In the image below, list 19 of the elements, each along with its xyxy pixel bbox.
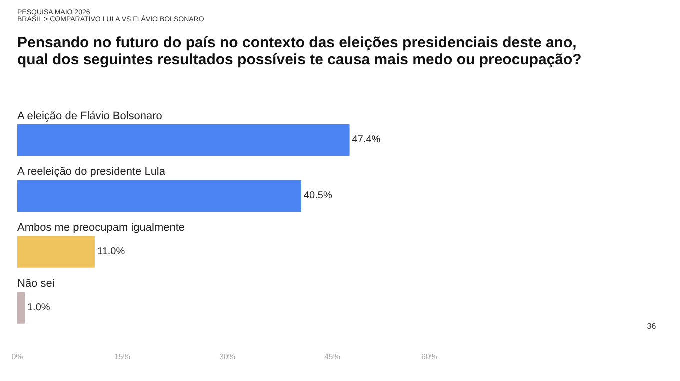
- x-tick-label: 15%: [114, 352, 131, 362]
- x-tick-label: 30%: [219, 352, 236, 362]
- data-label: 40.5%: [304, 190, 332, 202]
- y-tick-label: Ambos me preocupam igualmente: [18, 222, 186, 234]
- data-label: 1.0%: [28, 302, 50, 314]
- bar: [18, 292, 25, 324]
- x-tick-label: 45%: [324, 352, 341, 362]
- bar: [18, 124, 350, 156]
- bar: [18, 180, 302, 212]
- y-tick-label: A reeleição do presidente Lula: [18, 166, 166, 178]
- data-label: 47.4%: [352, 134, 381, 146]
- data-label: 11.0%: [98, 246, 126, 258]
- bar: [18, 236, 95, 268]
- x-tick-label: 0%: [12, 352, 24, 362]
- y-tick-label: A eleição de Flávio Bolsonaro: [18, 110, 162, 122]
- text: 36: [647, 322, 657, 332]
- chart-title: Pensando no futuro do país no contexto das eleições presidenciais deste ano, qual dos seguintes resultados possíveis te causa mais medo ou preocupação?: [18, 34, 582, 68]
- x-tick-label: 60%: [421, 352, 438, 362]
- y-tick-label: Não sei: [18, 278, 55, 290]
